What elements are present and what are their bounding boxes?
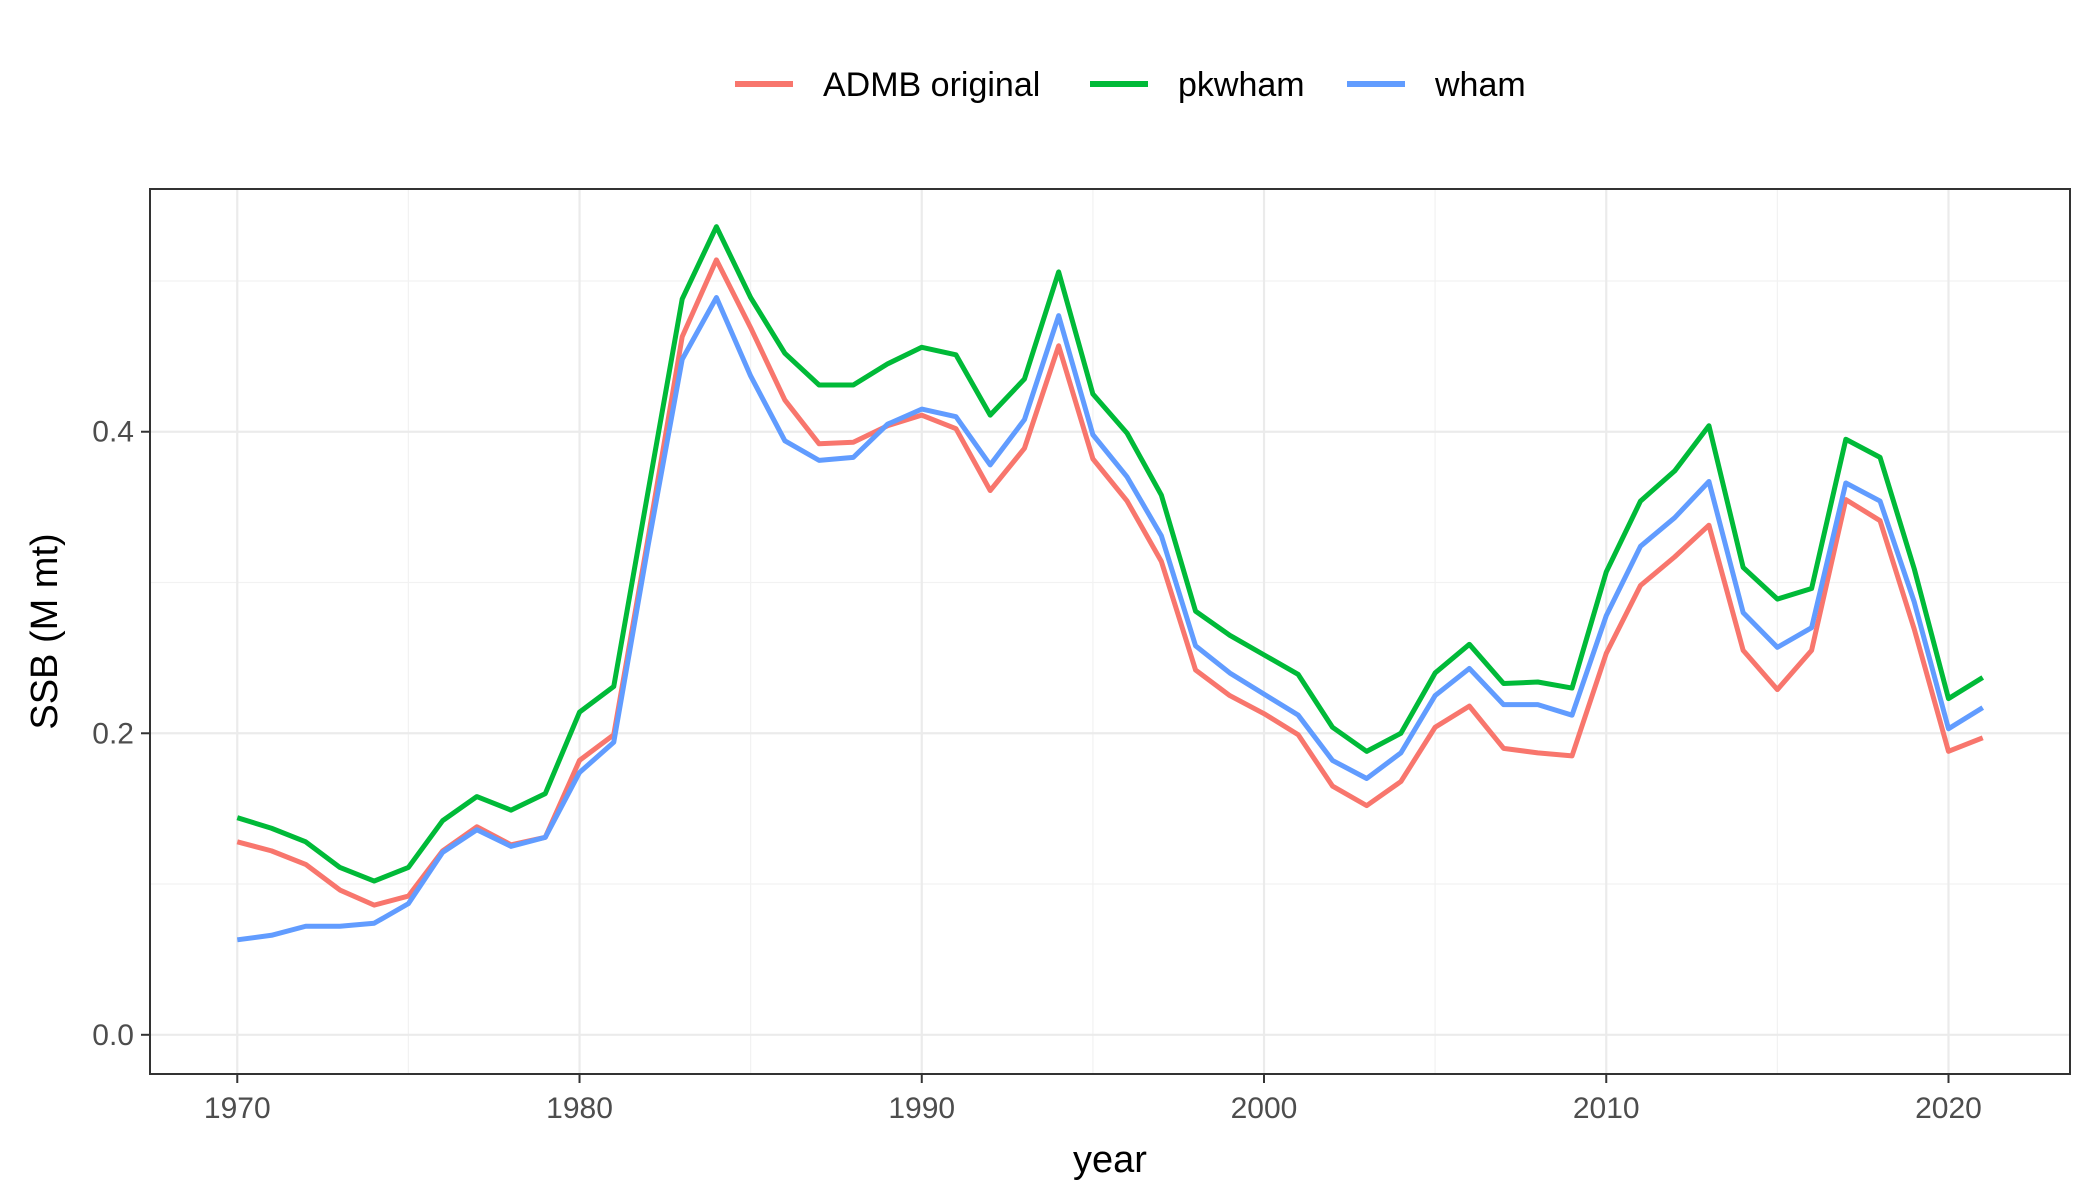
y-tick-label: 0.4: [92, 416, 134, 449]
series-lines: [236, 224, 1985, 943]
y-axis-title: SSB (M mt): [24, 533, 66, 729]
y-tick-label: 0.0: [92, 1019, 134, 1052]
x-tick-label: 1990: [888, 1092, 955, 1125]
x-tick-label: 2010: [1573, 1092, 1640, 1125]
x-tick-label: 2000: [1231, 1092, 1298, 1125]
x-axis-title: year: [1073, 1139, 1147, 1181]
plot-panel: [149, 188, 2071, 1075]
axes: 1970 1980 1990 2000 2010 2020 0.0 0.2 0.4: [92, 416, 1982, 1125]
legend-label: pkwham: [1178, 66, 1305, 104]
y-tick-label: 0.2: [92, 717, 134, 750]
series-line-wham: [236, 295, 1985, 943]
legend-label: wham: [1434, 66, 1526, 104]
x-tick-label: 1980: [546, 1092, 613, 1125]
series-line-pkwham: [236, 224, 1985, 884]
x-tick-label: 2020: [1915, 1092, 1982, 1125]
panel-border: [149, 188, 2071, 1075]
x-tick-label: 1970: [204, 1092, 271, 1125]
legend-label: ADMB original: [823, 66, 1040, 104]
legend: ADMB original pkwham wham: [735, 66, 1526, 104]
gridlines: [150, 189, 2070, 1074]
